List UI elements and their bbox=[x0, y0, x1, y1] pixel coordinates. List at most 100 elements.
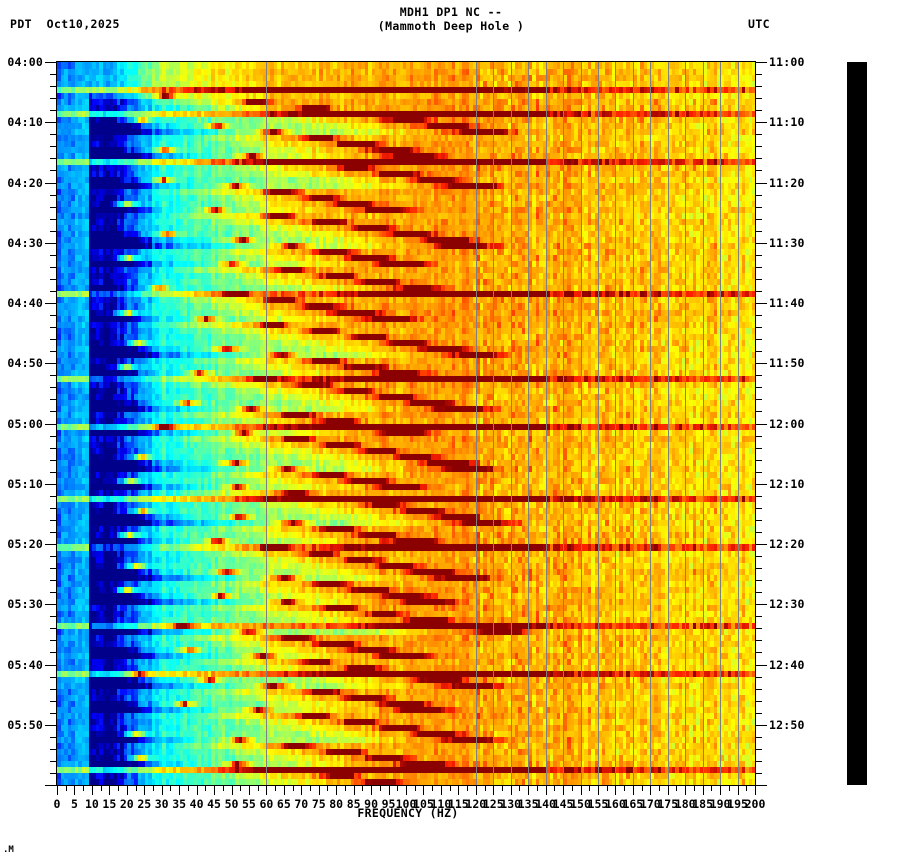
x-tick-label: 140 bbox=[535, 797, 556, 811]
y-axis-pdt-label: 05:10 bbox=[7, 476, 43, 491]
y-tick-minor-left bbox=[50, 231, 56, 232]
y-tick-minor-right bbox=[756, 219, 762, 220]
x-tick-major bbox=[144, 786, 145, 795]
y-tick-minor-left bbox=[50, 74, 56, 75]
x-tick-major bbox=[493, 786, 494, 795]
y-tick-minor-right bbox=[756, 399, 762, 400]
x-tick-label: 180 bbox=[674, 797, 696, 811]
x-tick-major bbox=[581, 786, 582, 795]
y-tick-minor-right bbox=[756, 411, 762, 412]
x-tick-major bbox=[162, 786, 163, 795]
x-tick-major bbox=[92, 786, 93, 795]
timezone-date-label: PDT Oct10,2025 bbox=[10, 17, 120, 31]
x-tick-label: 70 bbox=[294, 797, 309, 811]
y-axis-pdt-label: 04:40 bbox=[7, 296, 43, 310]
y-tick-major-right bbox=[756, 665, 767, 666]
x-tick-label: 135 bbox=[517, 797, 539, 811]
y-axis-pdt-label: 04:30 bbox=[7, 235, 43, 250]
y-tick-minor-right bbox=[756, 170, 762, 171]
x-tick-label: 170 bbox=[639, 797, 661, 811]
y-axis-utc-label: 11:20 bbox=[769, 175, 805, 190]
station-title-line1: MDH1 DP1 NC -- bbox=[399, 5, 503, 19]
y-tick-minor-right bbox=[756, 472, 762, 473]
y-tick-minor-left bbox=[50, 219, 56, 220]
y-tick-minor-right bbox=[756, 315, 762, 316]
x-tick-major bbox=[423, 786, 424, 795]
y-tick-minor-left bbox=[50, 158, 56, 159]
y-axis-pdt-label: 05:00 bbox=[7, 416, 43, 431]
y-tick-major-left bbox=[45, 544, 56, 545]
y-tick-minor-right bbox=[756, 387, 762, 388]
x-tick-label: 60 bbox=[259, 797, 274, 811]
y-tick-minor-right bbox=[756, 195, 762, 196]
y-tick-minor-left bbox=[50, 86, 56, 87]
y-tick-major-left bbox=[45, 62, 56, 63]
x-tick-label: 65 bbox=[276, 797, 291, 811]
x-tick-label: 155 bbox=[587, 797, 609, 811]
y-tick-minor-left bbox=[50, 761, 56, 762]
spectrogram-plot-area[interactable] bbox=[57, 62, 755, 785]
x-tick-label: 45 bbox=[207, 797, 221, 811]
y-axis-pdt-label: 04:50 bbox=[7, 356, 43, 371]
x-tick-label: 195 bbox=[727, 797, 748, 811]
y-tick-minor-right bbox=[756, 652, 762, 653]
y-axis-utc-label: 12:00 bbox=[769, 416, 805, 431]
x-tick-minor bbox=[66, 786, 67, 791]
x-tick-major bbox=[738, 786, 739, 795]
x-tick-label: 10 bbox=[84, 797, 99, 811]
x-tick-minor bbox=[258, 786, 259, 791]
y-axis-pdt-label: 04:10 bbox=[7, 115, 43, 130]
x-tick-minor bbox=[607, 786, 608, 791]
y-tick-major-left bbox=[45, 424, 56, 425]
x-tick-label: 185 bbox=[692, 797, 714, 811]
y-tick-minor-left bbox=[50, 592, 56, 593]
y-tick-minor-right bbox=[756, 568, 762, 569]
x-tick-major bbox=[232, 786, 233, 795]
x-tick-minor bbox=[537, 786, 538, 791]
y-tick-minor-right bbox=[756, 508, 762, 509]
y-tick-major-right bbox=[756, 122, 767, 123]
y-tick-minor-left bbox=[50, 520, 56, 521]
x-tick-minor bbox=[275, 786, 276, 791]
y-tick-minor-left bbox=[50, 98, 56, 99]
x-tick-minor bbox=[101, 786, 102, 791]
x-tick-minor bbox=[659, 786, 660, 791]
y-tick-minor-right bbox=[756, 351, 762, 352]
y-tick-minor-right bbox=[756, 339, 762, 340]
x-tick-major bbox=[511, 786, 512, 795]
y-tick-major-left bbox=[45, 725, 56, 726]
y-axis-utc-label: 11:10 bbox=[769, 115, 805, 130]
y-tick-minor-right bbox=[756, 737, 762, 738]
y-tick-minor-left bbox=[50, 773, 56, 774]
y-tick-minor-left bbox=[50, 568, 56, 569]
x-tick-label: 110 bbox=[430, 797, 452, 811]
y-tick-minor-right bbox=[756, 677, 762, 678]
x-tick-minor bbox=[327, 786, 328, 791]
x-tick-label: 95 bbox=[381, 797, 396, 811]
y-tick-minor-left bbox=[50, 195, 56, 196]
x-tick-major bbox=[633, 786, 634, 795]
x-tick-minor bbox=[589, 786, 590, 791]
y-tick-minor-right bbox=[756, 628, 762, 629]
x-tick-label: 85 bbox=[346, 797, 361, 811]
y-tick-minor-right bbox=[756, 436, 762, 437]
x-tick-minor bbox=[223, 786, 224, 791]
y-tick-minor-left bbox=[50, 339, 56, 340]
y-tick-minor-right bbox=[756, 520, 762, 521]
y-axis-pdt-label: 04:20 bbox=[7, 175, 43, 190]
x-tick-minor bbox=[205, 786, 206, 791]
y-tick-minor-left bbox=[50, 146, 56, 147]
x-axis-title: FREQUENCY (HZ) bbox=[0, 806, 902, 820]
x-tick-label: 190 bbox=[709, 797, 731, 811]
x-tick-label: 130 bbox=[500, 797, 522, 811]
y-tick-minor-right bbox=[756, 496, 762, 497]
x-tick-major bbox=[563, 786, 564, 795]
x-tick-major bbox=[755, 786, 756, 795]
x-tick-minor bbox=[293, 786, 294, 791]
x-tick-label: 75 bbox=[311, 797, 326, 811]
x-tick-minor bbox=[83, 786, 84, 791]
x-tick-minor bbox=[572, 786, 573, 791]
x-tick-minor bbox=[188, 786, 189, 791]
x-tick-minor bbox=[694, 786, 695, 791]
